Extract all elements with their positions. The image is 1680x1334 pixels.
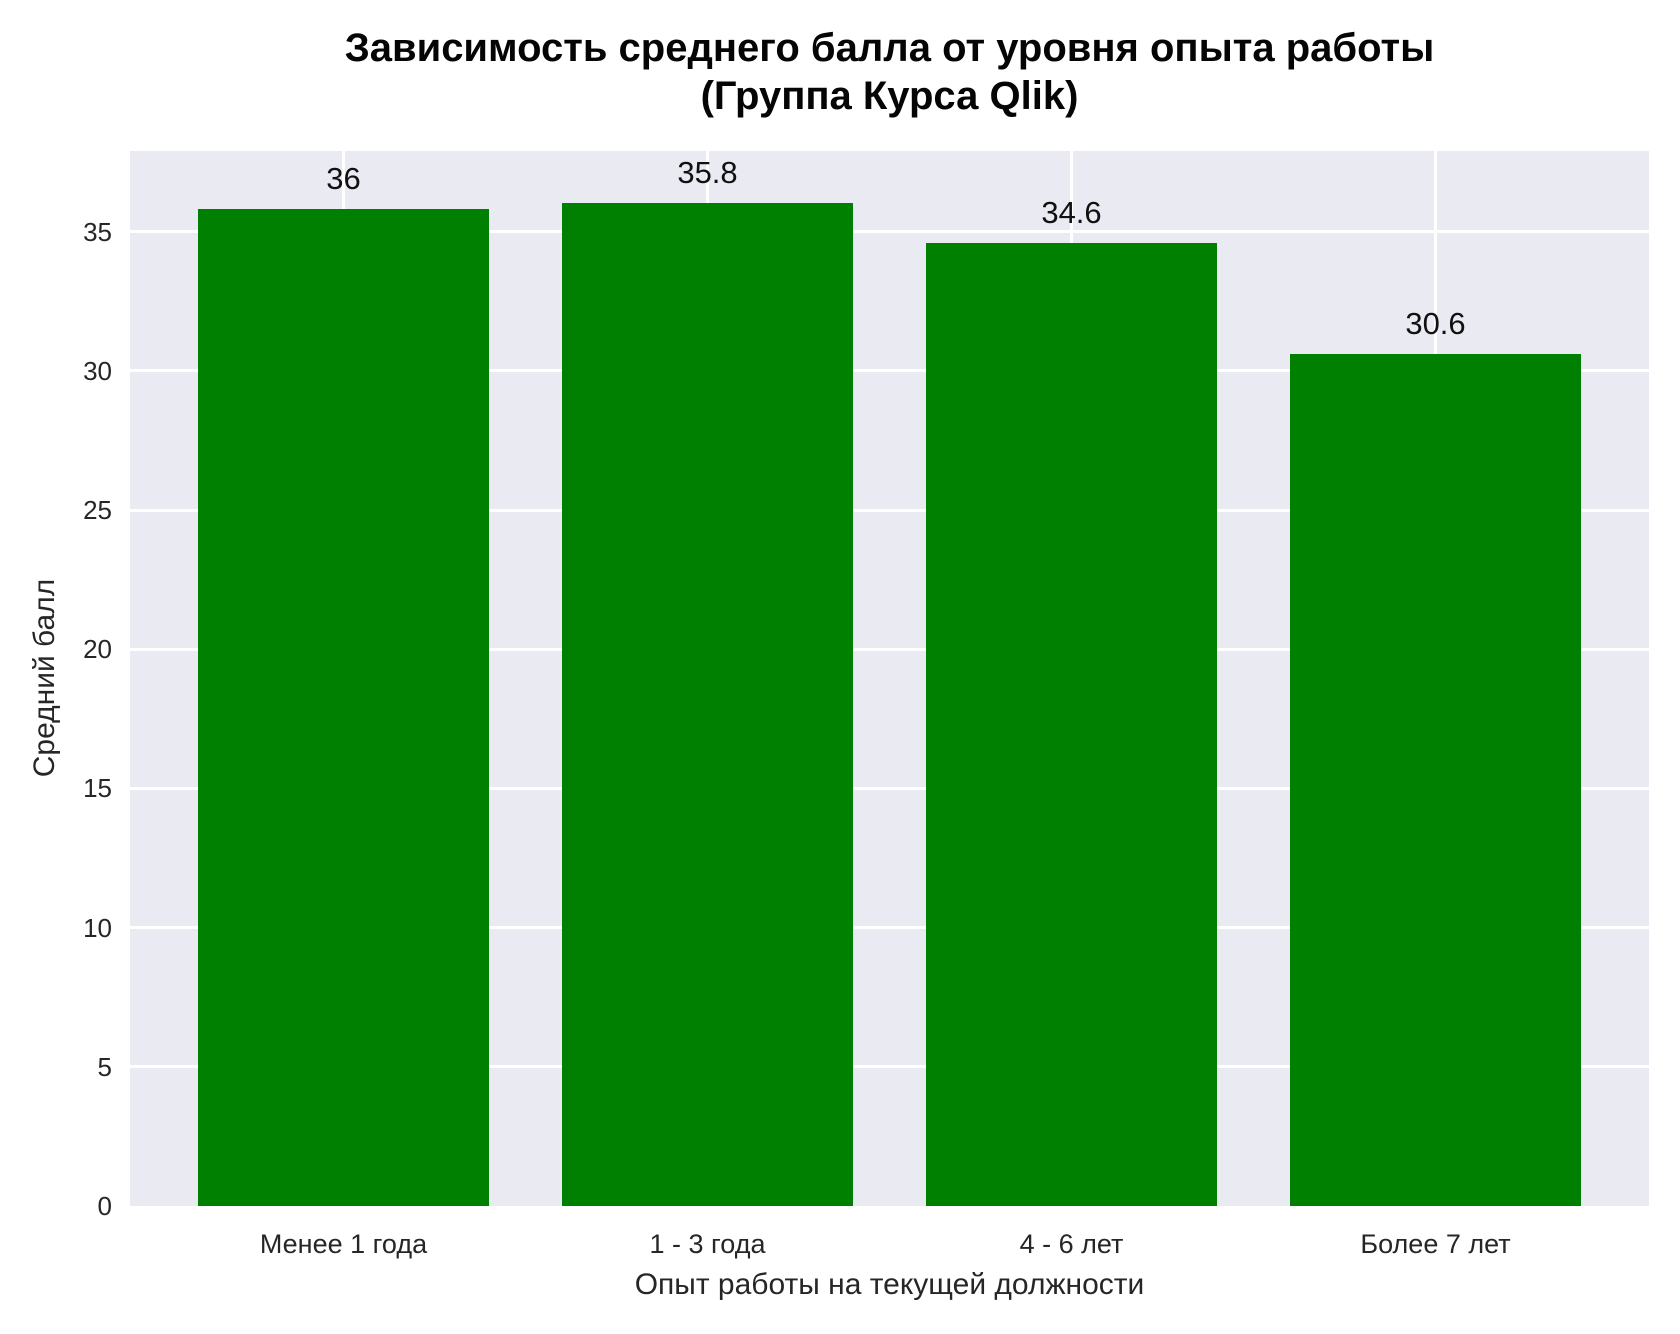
y-axis-label: Средний балл [28, 578, 61, 778]
y-tick-label: 20 [83, 634, 112, 665]
bar-value-label: 30.6 [1405, 306, 1466, 342]
bar-1 [198, 209, 489, 1206]
y-tick-label: 0 [97, 1191, 112, 1221]
x-axis-label: Опыт работы на текущей должности [634, 1268, 1145, 1301]
h-gridline [130, 230, 1649, 234]
h-gridline [130, 786, 1649, 790]
bar-3 [926, 242, 1217, 1206]
h-gridline [130, 369, 1649, 373]
x-tick-label: Более 7 лет [1360, 1229, 1511, 1259]
h-gridline [130, 1065, 1649, 1069]
h-gridline [130, 647, 1649, 651]
bar-2 [562, 202, 853, 1206]
x-tick-label: Менее 1 года [259, 1229, 428, 1259]
y-tick-label: 5 [97, 1051, 112, 1082]
bar-value-label: 35.8 [677, 154, 738, 190]
y-tick-label: 30 [83, 355, 112, 386]
chart-title-line2: (Группа Курса Qlik) [700, 74, 1079, 118]
y-tick-label: 25 [83, 495, 112, 526]
bar-4 [1290, 354, 1581, 1206]
x-tick-label: 1 - 3 года [649, 1229, 766, 1259]
h-gridline [130, 508, 1649, 512]
plot-area: 36 35.8 34.6 30.6 [130, 151, 1649, 1206]
chart-title: Зависимость среднего балла от уровня опы… [130, 24, 1649, 120]
x-tick-label: 4 - 6 лет [1019, 1229, 1124, 1259]
h-gridline [130, 926, 1649, 930]
y-tick-label: 35 [83, 216, 112, 247]
bar-value-label: 36 [326, 161, 361, 197]
y-tick-label: 10 [83, 912, 112, 943]
bar-value-label: 34.6 [1041, 194, 1102, 230]
y-tick-label: 15 [83, 773, 112, 804]
chart-title-line1: Зависимость среднего балла от уровня опы… [344, 26, 1435, 70]
